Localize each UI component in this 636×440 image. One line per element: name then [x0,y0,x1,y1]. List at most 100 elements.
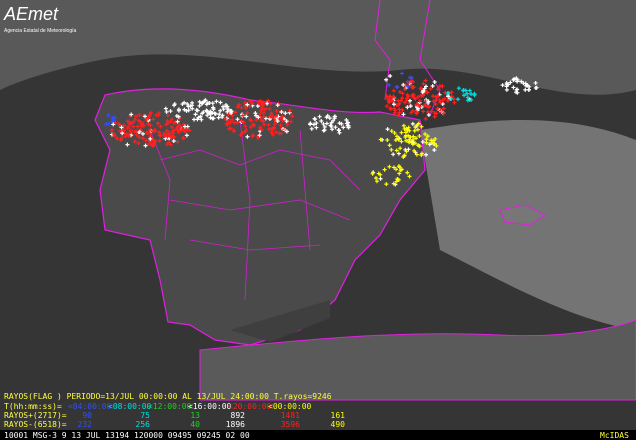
flash [259,106,264,111]
flash [419,93,424,98]
flash [378,172,383,177]
flash [392,131,397,136]
flash [268,114,273,119]
flash [162,134,167,139]
negative-count: 232 [78,420,93,429]
flash [144,130,149,135]
land [230,300,330,342]
flash [449,96,454,101]
flash [417,104,422,109]
flash [190,100,195,105]
flash [405,79,410,84]
flash [284,119,289,124]
flash [131,119,136,124]
flash [164,109,169,114]
flash [387,95,392,100]
flash [333,125,338,130]
flash [171,139,176,144]
flash [168,142,173,147]
footer-bar [0,430,636,440]
flash [176,107,181,112]
flash [397,110,402,115]
flash [432,147,437,152]
flash [321,121,326,126]
positive-count: 892 [231,411,246,420]
flash [261,100,266,105]
flash [261,111,266,116]
flash [412,148,417,153]
positive-label: RAYOS+(2717)= [4,411,67,420]
flash [255,135,260,140]
flash [230,117,235,122]
legend-header: RAYOS(FLAG ) PERIODO=13/JUL 00:00:00 AL … [4,392,332,401]
flash [341,125,346,130]
flash [409,110,414,115]
flash [144,117,149,122]
flash [317,114,322,119]
flash [384,94,389,99]
flash [331,118,336,123]
flash [406,147,411,152]
footer-brand: McIDAS [600,431,629,440]
flash [465,98,470,103]
flash [410,142,415,147]
flash [269,111,274,116]
flash [397,89,402,94]
flash [196,115,201,120]
flash [374,179,379,184]
flash [125,119,130,124]
flash [266,98,271,103]
flash [411,134,416,139]
flash [505,82,510,87]
flash [111,132,116,137]
flash [245,110,250,115]
flash [230,113,235,118]
flash [184,133,189,138]
flash [119,135,124,140]
flash [183,129,188,134]
region-borders [149,119,361,301]
flash [406,133,411,138]
flash [157,138,162,143]
flash [268,101,273,106]
flash [396,177,401,182]
flash [425,134,430,139]
flash [514,87,519,92]
flash [204,102,209,107]
flash [311,122,316,127]
flash [409,83,414,88]
flash [251,122,256,127]
flash [396,98,401,103]
flash [456,86,461,91]
flash [136,118,141,123]
flash [126,133,131,138]
flash [210,101,215,106]
flash [422,86,427,91]
negative-label: RAYOS-(6518)= [4,420,67,429]
flash [413,125,418,130]
flash [314,121,319,126]
flash [119,125,124,130]
flash [521,81,526,86]
flash [403,135,408,140]
flash [431,99,436,104]
flash [272,125,277,130]
flash [113,120,118,125]
flash [325,113,330,118]
flash [243,124,248,129]
flash [398,146,403,151]
flash [431,94,436,99]
flash [206,111,211,116]
flash [187,128,192,133]
flash [500,83,505,88]
flash [184,127,189,132]
logo-subtitle: Agencia Estatal de Meteorología [4,28,76,34]
flash [511,85,516,90]
flash [427,142,432,147]
flash [262,122,267,127]
flash [392,110,397,115]
flash [195,108,200,113]
flash [404,138,409,143]
flash [270,126,275,131]
logo-name: AEmet [3,4,59,24]
